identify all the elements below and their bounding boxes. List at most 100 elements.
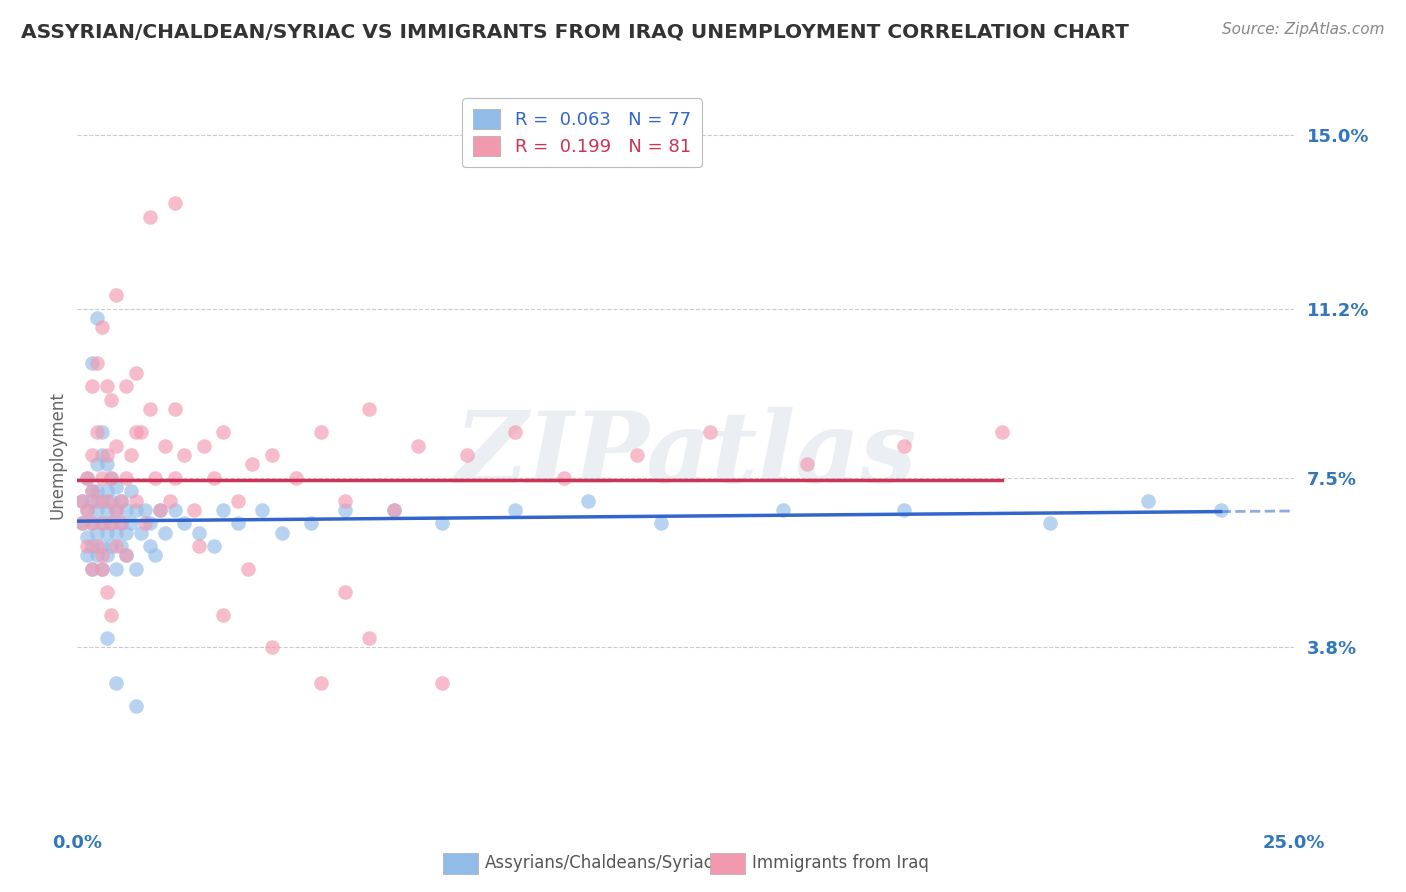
Point — [115, 525, 138, 540]
Point — [990, 425, 1012, 439]
Point — [96, 493, 118, 508]
Point — [76, 503, 98, 517]
Point — [110, 493, 132, 508]
Point — [359, 402, 381, 417]
Point — [70, 516, 93, 531]
Point — [105, 676, 128, 690]
Point — [100, 516, 122, 531]
Point — [193, 439, 215, 453]
Point — [86, 425, 108, 439]
Point — [76, 539, 98, 553]
Point — [105, 480, 128, 494]
Point — [115, 379, 138, 393]
Point — [159, 493, 181, 508]
Point — [188, 539, 211, 553]
Point — [120, 484, 142, 499]
Point — [382, 503, 405, 517]
Point — [86, 525, 108, 540]
Point — [80, 484, 103, 499]
Point — [893, 439, 915, 453]
Point — [90, 562, 112, 576]
Point — [80, 562, 103, 576]
Point — [70, 493, 93, 508]
Point — [772, 503, 794, 517]
Point — [96, 484, 118, 499]
Point — [125, 493, 148, 508]
Point — [456, 448, 478, 462]
Point — [100, 493, 122, 508]
Point — [309, 425, 332, 439]
Point — [100, 607, 122, 622]
Point — [626, 448, 648, 462]
Point — [80, 516, 103, 531]
Point — [163, 471, 186, 485]
Point — [115, 549, 138, 563]
Point — [80, 484, 103, 499]
Point — [699, 425, 721, 439]
Point — [86, 539, 108, 553]
Point — [105, 562, 128, 576]
Point — [333, 493, 356, 508]
Point — [90, 516, 112, 531]
Point — [115, 503, 138, 517]
Text: Source: ZipAtlas.com: Source: ZipAtlas.com — [1222, 22, 1385, 37]
Point — [553, 471, 575, 485]
Point — [105, 539, 128, 553]
Y-axis label: Unemployment: Unemployment — [48, 391, 66, 519]
Point — [226, 516, 249, 531]
Point — [76, 471, 98, 485]
Point — [115, 471, 138, 485]
Point — [90, 493, 112, 508]
Point — [86, 356, 108, 371]
Point — [212, 425, 235, 439]
Point — [90, 549, 112, 563]
Point — [86, 493, 108, 508]
Point — [139, 516, 162, 531]
Point — [100, 516, 122, 531]
Point — [406, 439, 429, 453]
Point — [173, 448, 195, 462]
Point — [110, 516, 132, 531]
Point — [96, 457, 118, 471]
Point — [105, 503, 128, 517]
Point — [143, 471, 166, 485]
Point — [70, 493, 93, 508]
Point — [110, 493, 132, 508]
Point — [80, 493, 103, 508]
Point — [236, 562, 259, 576]
Point — [96, 525, 118, 540]
Point — [90, 562, 112, 576]
Point — [96, 585, 118, 599]
Point — [893, 503, 915, 517]
Point — [100, 471, 122, 485]
Point — [125, 562, 148, 576]
Point — [96, 379, 118, 393]
Point — [100, 471, 122, 485]
Point — [1209, 503, 1232, 517]
Point — [359, 631, 381, 645]
Point — [285, 471, 308, 485]
Legend: R =  0.063   N = 77, R =  0.199   N = 81: R = 0.063 N = 77, R = 0.199 N = 81 — [463, 98, 702, 167]
Point — [90, 448, 112, 462]
Point — [260, 640, 283, 654]
Point — [90, 320, 112, 334]
Point — [163, 503, 186, 517]
Point — [76, 530, 98, 544]
Point — [115, 549, 138, 563]
Point — [149, 503, 172, 517]
Point — [139, 402, 162, 417]
Point — [173, 516, 195, 531]
Text: Immigrants from Iraq: Immigrants from Iraq — [752, 855, 929, 872]
Point — [134, 516, 156, 531]
Point — [333, 503, 356, 517]
Point — [80, 448, 103, 462]
Point — [90, 471, 112, 485]
Point — [76, 503, 98, 517]
Point — [86, 457, 108, 471]
Point — [503, 503, 526, 517]
Point — [163, 402, 186, 417]
Point — [105, 439, 128, 453]
Point — [90, 539, 112, 553]
Point — [80, 356, 103, 371]
Point — [105, 503, 128, 517]
